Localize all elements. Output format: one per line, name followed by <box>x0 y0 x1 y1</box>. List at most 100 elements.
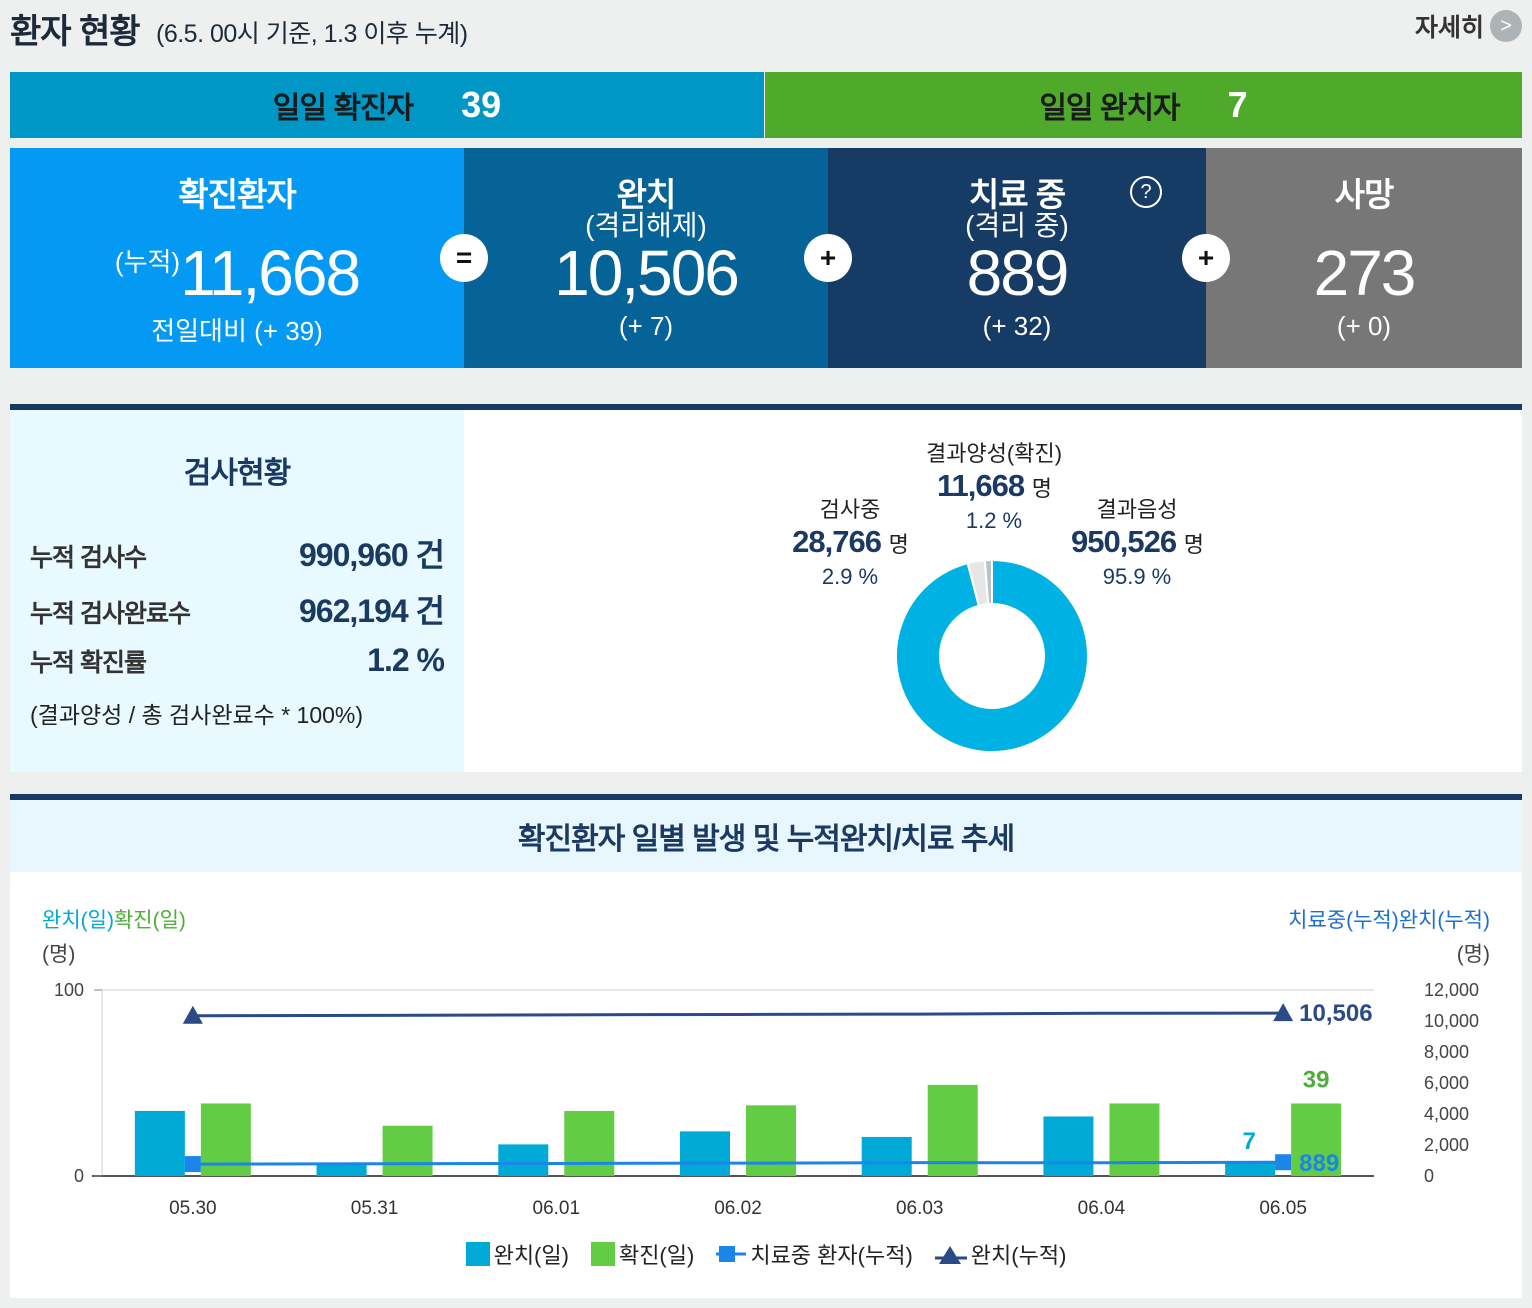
x-tick-label: 06.03 <box>896 1198 944 1219</box>
legend-label: 치료중 환자(누적) <box>750 1243 913 1268</box>
legend-item[interactable]: 완치(일) <box>465 1238 569 1270</box>
summary-deceased-value: 273 <box>1313 237 1417 309</box>
left-axis-title-a: 완치(일) <box>42 909 114 932</box>
y-tick-label-left: 0 <box>74 1166 84 1186</box>
test-status-panel: 검사현황 누적 검사수 990,960 건 누적 검사완료수 962,194 건… <box>10 404 1522 772</box>
x-tick-label: 06.01 <box>533 1198 581 1219</box>
summary-released: 완치 (격리해제) 10,506 (+ 7) <box>464 148 828 368</box>
pie-label-positive-value: 11,668 <box>937 468 1025 503</box>
test-row-value: 962,194 건 <box>298 593 445 629</box>
left-axis-title-b: 확진(일) <box>113 909 186 932</box>
test-note: (결과양성 / 총 검사완료수 * 100%) <box>30 702 364 728</box>
daily-released-label: 일일 완치자 <box>1039 92 1180 125</box>
test-row: 누적 검사수 990,960 건 <box>30 530 445 576</box>
summary-row: 확진환자 (누적)11,668 전일대비 (+ 39) 완치 (격리해제) 10… <box>10 148 1522 368</box>
summary-confirmed-value-wrap: (누적)11,668 <box>10 236 464 310</box>
marker-isolated-cum <box>184 1156 201 1173</box>
summary-isolated-subtitle: (격리 중) <box>965 210 1069 241</box>
bar-released-day <box>861 1136 912 1176</box>
summary-released-value: 10,506 <box>554 237 740 309</box>
legend-item[interactable]: 확진(일) <box>590 1238 695 1270</box>
legend-swatch <box>590 1242 615 1266</box>
line-isolated-cum <box>192 1160 1284 1166</box>
summary-isolated-title: 치료 중 <box>968 176 1066 213</box>
bar-confirmed-day <box>382 1125 433 1176</box>
bar-released-day <box>680 1131 730 1176</box>
bar-released-day <box>1043 1116 1094 1176</box>
test-row: 누적 확진률 1.2 % <box>30 642 445 679</box>
pie-label-testing-unit: 명 <box>888 532 909 557</box>
y-tick-label-right: 8,000 <box>1424 1042 1469 1062</box>
summary-released-delta: (+ 7) <box>618 311 674 341</box>
bar-confirmed-day <box>564 1110 615 1176</box>
legend-item[interactable]: 완치(누적) <box>934 1238 1066 1270</box>
bar-released-day <box>498 1144 549 1176</box>
summary-deceased-title: 사망 <box>1334 176 1395 213</box>
test-row-label: 누적 검사완료수 <box>30 600 191 628</box>
daily-confirmed-label: 일일 확진자 <box>272 92 414 125</box>
bar-confirmed-day <box>927 1084 978 1176</box>
legend-item[interactable]: 치료중 환자(누적) <box>716 1238 913 1270</box>
pie-label-negative-unit: 명 <box>1183 532 1204 557</box>
pie-label-testing-value: 28,766 <box>792 524 882 559</box>
legend-label: 확진(일) <box>618 1243 695 1268</box>
summary-confirmed: 확진환자 (누적)11,668 전일대비 (+ 39) <box>10 148 464 368</box>
y-tick-label-right: 2,000 <box>1424 1135 1469 1155</box>
x-tick-label: 06.05 <box>1259 1198 1307 1219</box>
daily-confirmed: 일일 확진자 39 <box>10 72 764 138</box>
test-donut-chart <box>895 558 1089 753</box>
x-tick-label: 06.02 <box>714 1198 762 1219</box>
y-tick-label-left: 100 <box>54 980 84 1000</box>
pie-label-positive-pct: 1.2 % <box>965 508 1023 533</box>
bar-confirmed-day <box>1291 1103 1342 1176</box>
summary-isolated: 치료 중 (격리 중) ? 889 (+ 32) <box>828 148 1206 368</box>
bar-released-day <box>134 1110 185 1176</box>
marker-isolated-cum <box>1275 1154 1292 1171</box>
more-link-label: 자세히 <box>1414 14 1484 42</box>
pie-label-positive: 결과양성(확진) 11,668 명 1.2 % <box>914 436 1074 534</box>
test-row-label: 누적 검사수 <box>30 544 147 572</box>
summary-released-title: 완치 <box>616 176 677 213</box>
trend-chart: 0 100 0 2,000 4,000 6,000 8,000 10,000 12,000 05.… <box>54 980 1479 1219</box>
summary-isolated-value: 889 <box>966 237 1070 309</box>
chevron-right-icon: > <box>1490 10 1522 42</box>
right-axis-title: 치료중(누적)완치(누적) (명) <box>1288 904 1490 968</box>
y-tick-label-right: 6,000 <box>1424 1073 1469 1093</box>
test-row-value: 990,960 건 <box>298 537 445 573</box>
test-status-table: 검사현황 누적 검사수 990,960 건 누적 검사완료수 962,194 건… <box>10 410 464 772</box>
bar-confirmed-day <box>1109 1103 1160 1176</box>
x-tick-label: 05.30 <box>169 1198 217 1219</box>
pie-label-testing-title: 검사중 <box>819 497 881 522</box>
daily-released: 일일 완치자 7 <box>765 72 1522 138</box>
summary-confirmed-value: 11,668 <box>180 237 361 309</box>
pie-label-positive-unit: 명 <box>1031 476 1052 501</box>
test-row-value: 1.2 % <box>367 642 445 678</box>
pie-label-negative-pct: 95.9 % <box>1102 564 1172 589</box>
bar-released-day <box>316 1162 367 1176</box>
summary-released-subtitle: (격리해제) <box>585 210 707 241</box>
summary-confirmed-prefix: (누적) <box>114 247 181 277</box>
daily-released-value: 7 <box>1227 84 1248 125</box>
marker-released-cum <box>1273 1003 1294 1022</box>
data-label-isolated-cum: 889 <box>1299 1150 1339 1177</box>
trend-panel: 확진환자 일별 발생 및 누적완치/치료 추세 완치(일)확진(일) (명) 치… <box>10 794 1522 1298</box>
y-tick-label-right: 12,000 <box>1424 980 1479 1000</box>
pie-label-testing-pct: 2.9 % <box>821 564 879 589</box>
pie-label-testing: 검사중 28,766 명 2.9 % <box>770 492 930 590</box>
left-axis-title: 완치(일)확진(일) (명) <box>42 904 186 968</box>
pie-label-negative-value: 950,526 <box>1071 524 1177 559</box>
y-tick-label-right: 0 <box>1424 1166 1434 1186</box>
test-status-title: 검사현황 <box>183 457 291 490</box>
test-row: 누적 검사완료수 962,194 건 <box>30 586 445 632</box>
data-label-released-day: 7 <box>1242 1128 1255 1155</box>
x-tick-label: 05.31 <box>351 1198 399 1219</box>
more-link[interactable]: 자세히 > <box>1415 8 1522 44</box>
help-icon[interactable]: ? <box>1130 176 1162 208</box>
pie-label-positive-title: 결과양성(확진) <box>925 441 1063 466</box>
line-released-cum <box>192 1011 1284 1018</box>
trend-title: 확진환자 일별 발생 및 누적완치/치료 추세 <box>10 800 1522 872</box>
test-row-label: 누적 확진률 <box>30 649 147 677</box>
daily-confirmed-value: 39 <box>461 84 502 125</box>
bar-released-day <box>1225 1162 1276 1176</box>
right-axis-unit: (명) <box>1456 943 1490 966</box>
